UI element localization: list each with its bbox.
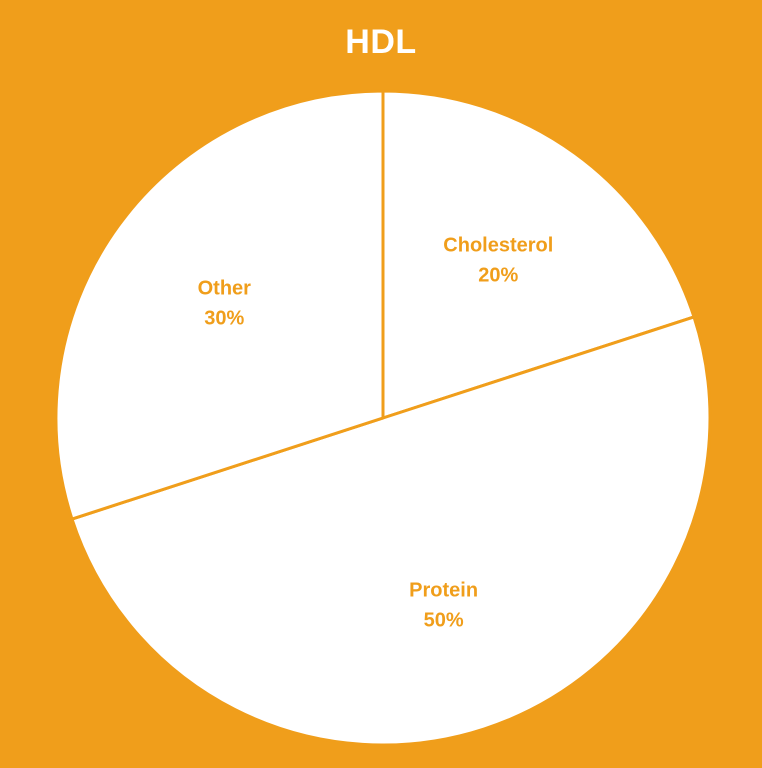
pie-slice-protein — [70, 315, 712, 747]
slice-label-protein: Protein — [409, 580, 478, 602]
chart-title: HDL — [345, 23, 417, 61]
pie-slice-other — [54, 89, 385, 521]
slice-label-cholesterol: Cholesterol — [443, 234, 553, 256]
slice-value-cholesterol: 20% — [478, 264, 518, 286]
slice-value-other: 30% — [204, 308, 244, 330]
slice-label-other: Other — [198, 278, 252, 300]
slice-value-protein: 50% — [424, 610, 464, 632]
pie-slice-cholesterol — [381, 89, 696, 420]
